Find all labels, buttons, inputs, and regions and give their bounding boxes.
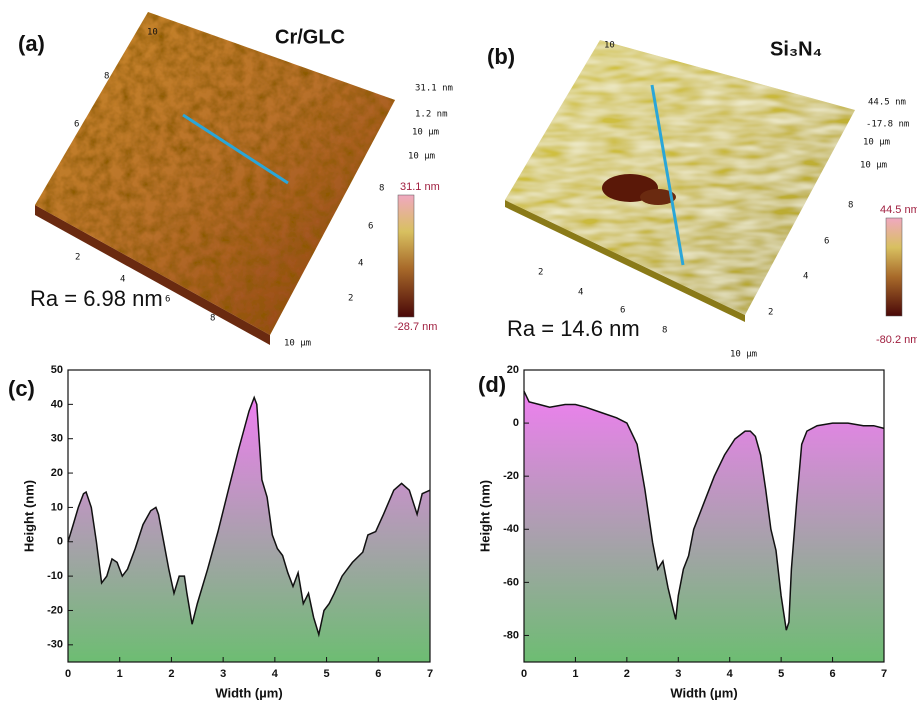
surface-tick-label: 6 (824, 237, 829, 247)
x-tick-label: 2 (168, 668, 174, 680)
y-tick-label: 30 (51, 433, 63, 445)
surface-tick-label: 10 (147, 28, 158, 38)
surface-tick-label: 6 (368, 222, 373, 232)
panel-label: (b) (487, 44, 515, 69)
panel-label: (c) (8, 376, 35, 401)
x-tick-label: 3 (220, 668, 226, 680)
y-tick-label: -20 (503, 470, 519, 482)
x-tick-label: 1 (117, 668, 123, 680)
y-tick-label: 50 (51, 364, 63, 376)
y-tick-label: -80 (503, 629, 519, 641)
x-axis-label: Width (µm) (215, 685, 282, 700)
colorbar-min: -80.2 nm (876, 334, 917, 346)
z-axis-label: 10 µm (412, 128, 439, 138)
surface-tick-label: 2 (75, 253, 80, 263)
y-tick-label: 10 (51, 501, 63, 513)
area (524, 391, 884, 662)
y-tick-label: -10 (47, 570, 63, 582)
panel-label: (d) (478, 372, 506, 397)
surface-tick-label: 8 (379, 184, 384, 194)
surface-tick-label: 2 (538, 268, 543, 278)
panel-title: Si₃N₄ (770, 38, 822, 60)
x-tick-label: 7 (881, 668, 887, 680)
colorbar (886, 218, 902, 316)
surface-tick-label: 2 (768, 308, 773, 318)
x-tick-label: 4 (272, 668, 279, 680)
surface-tick-label: 10 µm (284, 339, 311, 349)
roughness-label: Ra = 14.6 nm (507, 316, 640, 341)
x-tick-label: 6 (375, 668, 381, 680)
surface-tick-label: 6 (165, 295, 170, 305)
x-tick-label: 5 (324, 668, 330, 680)
surface-tick-label: 10 (604, 41, 615, 51)
surface-tick-label: 4 (578, 288, 583, 298)
x-tick-label: 4 (727, 668, 734, 680)
y-tick-label: -20 (47, 604, 63, 616)
x-tick-label: 5 (778, 668, 784, 680)
z-axis-label: 10 µm (408, 152, 435, 162)
y-axis-label: Height (nm) (21, 480, 36, 552)
surface-tick-label: 2 (348, 294, 353, 304)
surface-tick-label: 4 (358, 259, 363, 269)
surface-tick-label: 4 (120, 275, 125, 285)
surface-tick-label: 8 (662, 326, 667, 336)
z-axis-label: -17.8 nm (866, 120, 909, 130)
y-axis-label: Height (nm) (477, 480, 492, 552)
z-axis-label: 1.2 nm (415, 110, 448, 120)
colorbar-max: 44.5 nm (880, 204, 917, 216)
surface-tick-label: 8 (210, 314, 215, 324)
surface-tick-label: 10 µm (730, 350, 757, 360)
x-tick-label: 7 (427, 668, 433, 680)
z-axis-label: 44.5 nm (868, 98, 906, 108)
colorbar-max: 31.1 nm (400, 181, 440, 193)
x-axis-label: Width (µm) (670, 685, 737, 700)
figure: (a) Cr/GLC Ra = 6.98 nm 31.1 nm -28.7 nm 31.1… (0, 0, 917, 708)
colorbar-min: -28.7 nm (394, 321, 437, 333)
surface-tick-label: 6 (74, 120, 79, 130)
y-tick-label: -60 (503, 576, 519, 588)
z-axis-label: 10 µm (860, 161, 887, 171)
x-tick-label: 6 (830, 668, 836, 680)
y-tick-label: -30 (47, 639, 63, 651)
surface-tick-label: 4 (803, 272, 808, 282)
z-axis-label: 31.1 nm (415, 84, 453, 94)
x-tick-label: 0 (521, 668, 527, 680)
y-tick-label: 20 (507, 364, 519, 376)
y-tick-label: 0 (57, 536, 63, 548)
z-axis-label: 10 µm (863, 138, 890, 148)
surface-tick-label: 8 (104, 72, 109, 82)
y-tick-label: 40 (51, 398, 63, 410)
x-tick-label: 1 (572, 668, 578, 680)
panel-title: Cr/GLC (275, 26, 345, 48)
x-tick-label: 0 (65, 668, 71, 680)
y-tick-label: -40 (503, 523, 519, 535)
surface-tick-label: 6 (620, 306, 625, 316)
y-tick-label: 20 (51, 467, 63, 479)
panel-label: (a) (18, 31, 45, 56)
colorbar (398, 195, 414, 317)
x-tick-label: 3 (675, 668, 681, 680)
surface-tick-label: 8 (848, 201, 853, 211)
x-tick-label: 2 (624, 668, 630, 680)
y-tick-label: 0 (513, 417, 519, 429)
roughness-label: Ra = 6.98 nm (30, 286, 163, 311)
